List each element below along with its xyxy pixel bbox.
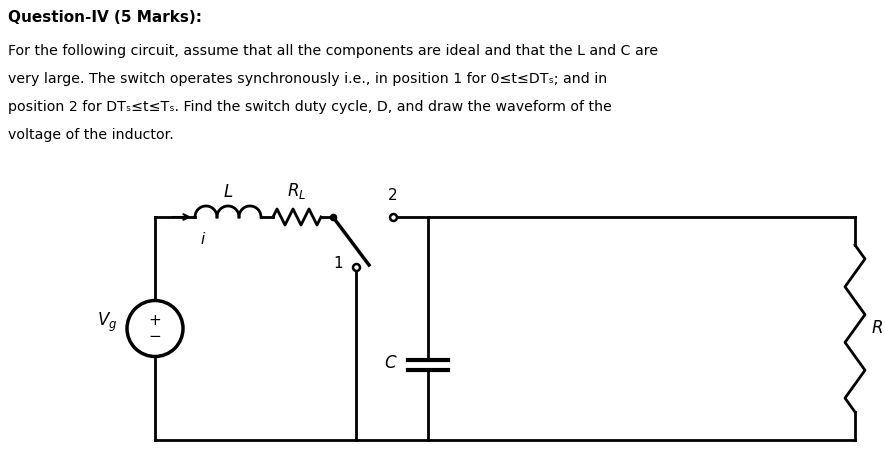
- Text: For the following circuit, assume that all the components are ideal and that the: For the following circuit, assume that a…: [8, 44, 658, 58]
- Text: 1: 1: [333, 255, 342, 270]
- Text: +: +: [149, 313, 161, 328]
- Text: Question-IV (5 Marks):: Question-IV (5 Marks):: [8, 10, 202, 25]
- Text: $R$: $R$: [871, 320, 883, 337]
- Text: position 2 for DTₛ≤t≤Tₛ. Find the switch duty cycle, D, and draw the waveform of: position 2 for DTₛ≤t≤Tₛ. Find the switch…: [8, 100, 612, 114]
- Text: $V_g$: $V_g$: [96, 311, 117, 334]
- Text: very large. The switch operates synchronously i.e., in position 1 for 0≤t≤DTₛ; a: very large. The switch operates synchron…: [8, 72, 607, 86]
- Text: $C$: $C$: [384, 354, 397, 371]
- Circle shape: [127, 300, 183, 357]
- Text: $i$: $i$: [200, 231, 206, 247]
- Text: $L$: $L$: [223, 184, 233, 201]
- Text: −: −: [149, 329, 161, 344]
- Text: 2: 2: [389, 188, 398, 203]
- Text: voltage of the inductor.: voltage of the inductor.: [8, 128, 173, 142]
- Text: $R_L$: $R_L$: [288, 181, 307, 201]
